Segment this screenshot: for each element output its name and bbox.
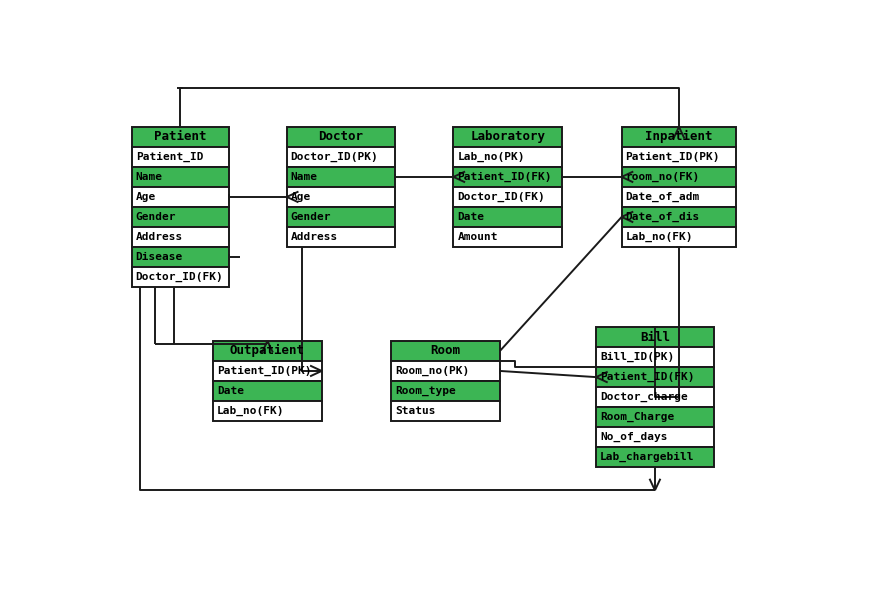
Text: Name: Name [291,172,318,182]
Text: Doctor_ID(FK): Doctor_ID(FK) [457,192,545,202]
FancyBboxPatch shape [454,187,562,207]
Text: Date: Date [457,212,485,222]
Text: Laboratory: Laboratory [470,130,545,143]
FancyBboxPatch shape [454,147,562,167]
Text: Patient_ID(PK): Patient_ID(PK) [217,366,312,376]
FancyBboxPatch shape [132,207,229,227]
FancyBboxPatch shape [454,127,562,147]
FancyBboxPatch shape [596,327,714,347]
Text: Address: Address [136,232,183,242]
Text: Date: Date [217,386,244,396]
Text: Address: Address [291,232,338,242]
FancyBboxPatch shape [287,127,396,147]
FancyBboxPatch shape [622,207,737,227]
FancyBboxPatch shape [622,127,737,147]
FancyBboxPatch shape [213,361,322,381]
FancyBboxPatch shape [213,381,322,401]
Text: Lab_no(FK): Lab_no(FK) [217,406,285,416]
FancyBboxPatch shape [596,367,714,387]
FancyBboxPatch shape [596,347,714,367]
FancyBboxPatch shape [622,227,737,247]
Text: Status: Status [396,406,436,416]
FancyBboxPatch shape [213,401,322,421]
FancyBboxPatch shape [132,227,229,247]
FancyBboxPatch shape [213,341,322,361]
FancyBboxPatch shape [596,387,714,407]
Text: Lab_no(FK): Lab_no(FK) [626,232,693,242]
Text: Room_no(PK): Room_no(PK) [396,366,470,376]
Text: Amount: Amount [457,232,498,242]
Text: Date_of_adm: Date_of_adm [626,192,700,202]
FancyBboxPatch shape [596,427,714,447]
Text: No_of_days: No_of_days [600,432,668,442]
Text: Gender: Gender [136,212,176,222]
Text: Doctor: Doctor [319,130,364,143]
FancyBboxPatch shape [287,227,396,247]
Text: Lab_chargebill: Lab_chargebill [600,452,694,462]
Text: Doctor_ID(PK): Doctor_ID(PK) [291,152,379,162]
Text: Room_Charge: Room_Charge [600,412,674,423]
FancyBboxPatch shape [391,401,500,421]
Text: Date_of_dis: Date_of_dis [626,212,700,222]
FancyBboxPatch shape [454,167,562,187]
FancyBboxPatch shape [132,167,229,187]
FancyBboxPatch shape [132,247,229,267]
Text: Age: Age [291,192,311,202]
Text: Room_type: Room_type [396,386,456,396]
Text: Name: Name [136,172,163,182]
Text: Patient_ID(FK): Patient_ID(FK) [600,372,694,382]
FancyBboxPatch shape [454,207,562,227]
Text: Bill_ID(PK): Bill_ID(PK) [600,352,674,362]
Text: Inpatient: Inpatient [645,130,713,143]
FancyBboxPatch shape [622,147,737,167]
Text: Patient_ID: Patient_ID [136,152,204,162]
FancyBboxPatch shape [622,187,737,207]
FancyBboxPatch shape [391,381,500,401]
FancyBboxPatch shape [132,147,229,167]
FancyBboxPatch shape [622,167,737,187]
FancyBboxPatch shape [596,447,714,467]
FancyBboxPatch shape [287,187,396,207]
FancyBboxPatch shape [454,227,562,247]
Text: Bill: Bill [640,331,670,344]
Text: Patient_ID(FK): Patient_ID(FK) [457,172,552,182]
FancyBboxPatch shape [132,267,229,287]
Text: Disease: Disease [136,252,183,262]
FancyBboxPatch shape [287,207,396,227]
Text: Patient: Patient [154,130,206,143]
FancyBboxPatch shape [132,127,229,147]
FancyBboxPatch shape [391,341,500,361]
Text: Room: Room [431,344,461,358]
FancyBboxPatch shape [596,407,714,427]
Text: room_no(FK): room_no(FK) [626,172,700,182]
FancyBboxPatch shape [132,187,229,207]
FancyBboxPatch shape [391,361,500,381]
Text: Doctor_ID(FK): Doctor_ID(FK) [136,272,224,282]
Text: Gender: Gender [291,212,331,222]
Text: Doctor_charge: Doctor_charge [600,392,688,402]
Text: Patient_ID(PK): Patient_ID(PK) [626,152,720,162]
Text: Lab_no(PK): Lab_no(PK) [457,152,525,162]
Text: Outpatient: Outpatient [230,344,305,358]
Text: Age: Age [136,192,156,202]
FancyBboxPatch shape [287,147,396,167]
FancyBboxPatch shape [287,167,396,187]
